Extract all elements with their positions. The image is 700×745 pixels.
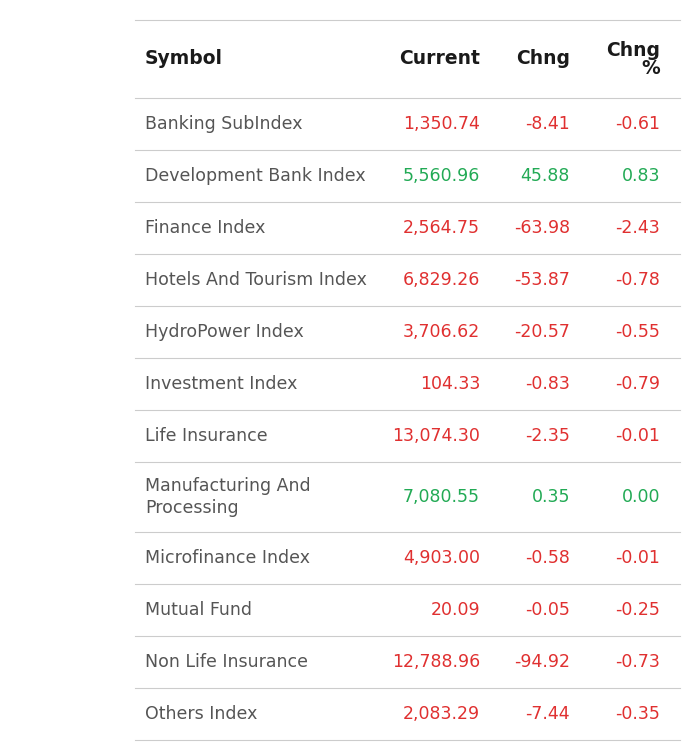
Text: Others Index: Others Index <box>145 705 258 723</box>
Text: 13,074.30: 13,074.30 <box>392 427 480 445</box>
Text: Chng: Chng <box>606 40 660 60</box>
Text: 6,829.26: 6,829.26 <box>402 271 480 289</box>
Text: HydroPower Index: HydroPower Index <box>145 323 304 341</box>
Text: -0.83: -0.83 <box>525 375 570 393</box>
Text: Hotels And Tourism Index: Hotels And Tourism Index <box>145 271 367 289</box>
Text: -8.41: -8.41 <box>525 115 570 133</box>
Text: 0.35: 0.35 <box>531 488 570 506</box>
Text: -63.98: -63.98 <box>514 219 570 237</box>
Text: -0.78: -0.78 <box>615 271 660 289</box>
Text: 2,564.75: 2,564.75 <box>403 219 480 237</box>
Text: -7.44: -7.44 <box>526 705 570 723</box>
Text: -94.92: -94.92 <box>514 653 570 671</box>
Text: 0.00: 0.00 <box>622 488 660 506</box>
Text: -2.35: -2.35 <box>525 427 570 445</box>
Text: 7,080.55: 7,080.55 <box>403 488 480 506</box>
Text: Current: Current <box>399 48 480 68</box>
Text: 3,706.62: 3,706.62 <box>402 323 480 341</box>
Text: 45.88: 45.88 <box>521 167 570 185</box>
Text: 1,350.74: 1,350.74 <box>403 115 480 133</box>
Text: 4,903.00: 4,903.00 <box>403 549 480 567</box>
Text: Chng: Chng <box>516 48 570 68</box>
Text: -0.25: -0.25 <box>615 601 660 619</box>
Text: Banking SubIndex: Banking SubIndex <box>145 115 302 133</box>
Text: -0.55: -0.55 <box>615 323 660 341</box>
Text: Microfinance Index: Microfinance Index <box>145 549 310 567</box>
Text: Non Life Insurance: Non Life Insurance <box>145 653 308 671</box>
Text: %: % <box>641 59 660 77</box>
Text: -0.79: -0.79 <box>615 375 660 393</box>
Text: Investment Index: Investment Index <box>145 375 298 393</box>
Text: -0.61: -0.61 <box>615 115 660 133</box>
Text: -0.05: -0.05 <box>525 601 570 619</box>
Text: -0.01: -0.01 <box>615 427 660 445</box>
Text: 0.83: 0.83 <box>622 167 660 185</box>
Text: 20.09: 20.09 <box>430 601 480 619</box>
Text: Mutual Fund: Mutual Fund <box>145 601 252 619</box>
Text: -0.35: -0.35 <box>615 705 660 723</box>
Text: -20.57: -20.57 <box>514 323 570 341</box>
Text: 104.33: 104.33 <box>419 375 480 393</box>
Text: 12,788.96: 12,788.96 <box>392 653 480 671</box>
Text: Development Bank Index: Development Bank Index <box>145 167 365 185</box>
Text: Symbol: Symbol <box>145 48 223 68</box>
Text: Life Insurance: Life Insurance <box>145 427 267 445</box>
Text: -2.43: -2.43 <box>615 219 660 237</box>
Text: -53.87: -53.87 <box>514 271 570 289</box>
Text: Finance Index: Finance Index <box>145 219 265 237</box>
Text: -0.01: -0.01 <box>615 549 660 567</box>
Text: Processing: Processing <box>145 499 239 517</box>
Text: 2,083.29: 2,083.29 <box>403 705 480 723</box>
Text: -0.58: -0.58 <box>525 549 570 567</box>
Text: -0.73: -0.73 <box>615 653 660 671</box>
Text: Manufacturing And: Manufacturing And <box>145 477 311 495</box>
Text: 5,560.96: 5,560.96 <box>402 167 480 185</box>
